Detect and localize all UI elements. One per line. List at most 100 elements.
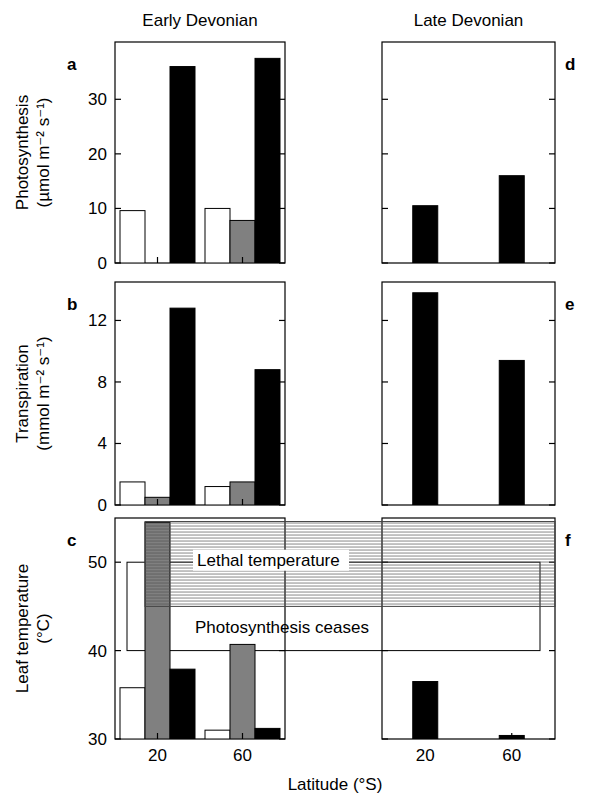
y-tick	[382, 738, 388, 739]
x-tick-label: 60	[233, 746, 252, 765]
bar	[170, 669, 195, 739]
x-tick	[425, 257, 426, 263]
y-tick-label: 0	[98, 254, 107, 273]
bar	[499, 176, 524, 263]
y-tick	[549, 99, 555, 100]
x-tick	[511, 499, 512, 505]
plot-frame	[115, 282, 285, 505]
band	[145, 522, 555, 607]
y-tick	[279, 320, 285, 321]
panel-letter: e	[565, 295, 574, 314]
y-tick	[279, 99, 285, 100]
plot-frame	[115, 42, 285, 263]
y-tick	[382, 504, 388, 505]
y-tick	[549, 650, 555, 651]
y-tick	[549, 443, 555, 444]
y-axis-label: Transpiration(mmol m⁻² s⁻¹)	[13, 336, 53, 450]
bar	[230, 644, 255, 739]
y-tick-label: 50	[88, 553, 107, 572]
bar	[413, 293, 438, 505]
x-axis-label: Latitude (°S)	[288, 775, 383, 794]
y-tick	[279, 504, 285, 505]
y-tick	[115, 381, 121, 382]
bars	[120, 58, 280, 263]
y-tick	[279, 650, 285, 651]
x-tick	[157, 499, 158, 505]
band-overlay: Lethal temperature	[145, 522, 555, 607]
y-tick	[279, 262, 285, 263]
y-tick-label: 20	[88, 145, 107, 164]
y-tick	[549, 504, 555, 505]
band-label: Lethal temperature	[197, 551, 340, 570]
y-tick	[115, 650, 121, 651]
column-title: Early Devonian	[142, 11, 257, 30]
y-tick-label: 30	[88, 730, 107, 749]
y-tick	[382, 320, 388, 321]
bars	[120, 308, 280, 505]
panel-letter: d	[565, 55, 575, 74]
x-tick-label: 20	[416, 746, 435, 765]
y-tick	[382, 650, 388, 651]
panel-b: 0 4 8 12 b Transpiration(mmol m⁻² s⁻¹)	[13, 282, 285, 515]
y-tick-label: 12	[88, 311, 107, 330]
y-tick	[279, 381, 285, 382]
y-axis-label: Leaf temperature(°C)	[13, 564, 53, 693]
y-tick-label: 0	[98, 496, 107, 515]
y-tick	[279, 443, 285, 444]
bar	[120, 482, 145, 505]
x-tick	[157, 257, 158, 263]
bar	[170, 308, 195, 505]
bar	[145, 522, 170, 739]
figure: 0102030aEarly DevonianPhotosynthesis(µmo…	[0, 0, 600, 806]
y-axis-label: Photosynthesis(µmol m⁻² s⁻¹)	[13, 95, 53, 210]
plot-frame	[382, 42, 555, 263]
y-tick	[549, 381, 555, 382]
y-tick	[115, 153, 121, 154]
label-bg	[193, 550, 349, 571]
y-tick	[382, 381, 388, 382]
y-tick-label: 4	[98, 434, 107, 453]
y-tick	[115, 262, 121, 263]
bar	[255, 728, 280, 739]
y-tick-label: 8	[98, 373, 107, 392]
y-tick-label: 40	[88, 642, 107, 661]
x-tick	[425, 499, 426, 505]
x-tick	[242, 733, 243, 739]
y-tick	[115, 443, 121, 444]
y-tick	[382, 153, 388, 154]
bar	[205, 730, 230, 739]
bar	[413, 682, 438, 739]
column-title: Late Devonian	[414, 11, 524, 30]
bars	[413, 176, 525, 263]
y-tick	[382, 443, 388, 444]
panel-a: 0102030aEarly DevonianPhotosynthesis(µmo…	[13, 11, 285, 273]
x-tick	[242, 499, 243, 505]
y-tick	[115, 562, 121, 563]
y-tick	[549, 320, 555, 321]
bar	[255, 58, 280, 263]
panel-letter: f	[565, 531, 571, 550]
y-tick	[549, 262, 555, 263]
y-tick	[382, 208, 388, 209]
panel-letter: b	[67, 295, 77, 314]
bar	[205, 208, 230, 263]
y-tick	[382, 262, 388, 263]
y-tick	[549, 153, 555, 154]
x-tick	[425, 733, 426, 739]
y-tick	[115, 320, 121, 321]
y-tick-label: 10	[88, 199, 107, 218]
panel-e: e	[382, 282, 574, 505]
y-tick	[549, 738, 555, 739]
band-label: Photosynthesis ceases	[195, 618, 369, 637]
y-tick	[279, 208, 285, 209]
y-tick	[115, 504, 121, 505]
bar	[413, 206, 438, 263]
x-tick	[242, 257, 243, 263]
x-tick	[157, 733, 158, 739]
x-tick-label: 20	[148, 746, 167, 765]
bar	[255, 370, 280, 505]
y-tick	[279, 153, 285, 154]
y-tick	[279, 738, 285, 739]
bars	[413, 682, 525, 739]
panel-d: d Late Devonian	[382, 11, 575, 263]
